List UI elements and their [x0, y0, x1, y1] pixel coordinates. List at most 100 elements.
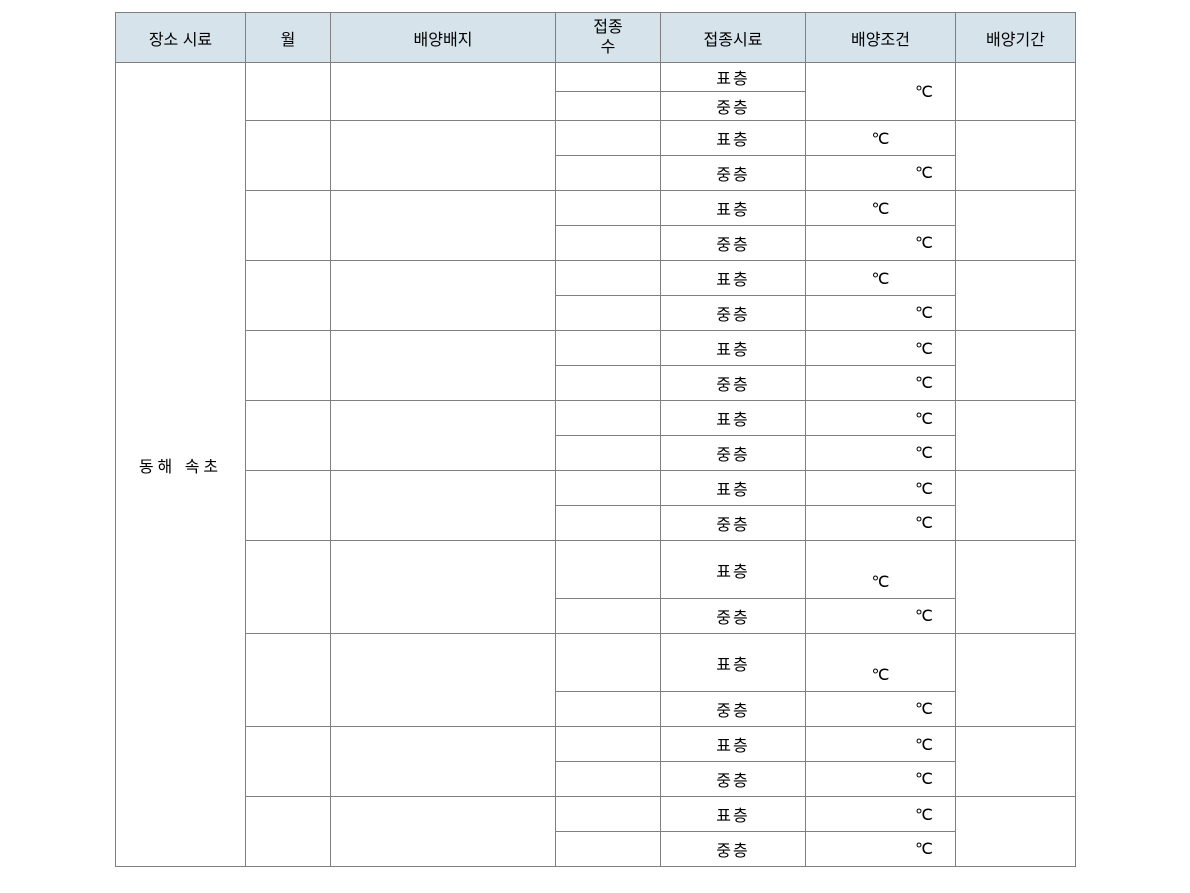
culture-cond-middle: ℃ [806, 599, 956, 634]
inoc-count-cell [556, 727, 661, 762]
culture-cond-surface: ℃ [806, 541, 956, 599]
culture-cond-middle: ℃ [806, 436, 956, 471]
table-row: 표층℃ [116, 471, 1076, 506]
table-row: 표층℃ [116, 401, 1076, 436]
inoc-sample-middle: 중층 [661, 762, 806, 797]
header-inoc-count-line2: 수 [601, 39, 616, 56]
inoc-sample-surface: 표층 [661, 541, 806, 599]
month-cell [246, 797, 331, 867]
table-row: 표층℃ [116, 541, 1076, 599]
inoc-sample-middle: 중층 [661, 692, 806, 727]
month-cell [246, 727, 331, 797]
inoc-count-cell [556, 191, 661, 226]
table-body: 동해 속초표층℃중층표층℃중층℃표층℃중층℃표층℃중층℃표층℃중층℃표층℃중층℃… [116, 63, 1076, 867]
place-cell: 동해 속초 [116, 63, 246, 867]
inoc-count-cell [556, 506, 661, 541]
inoc-count-cell [556, 92, 661, 121]
culture-conditions-table: 장소 시료 월 배양배지 접종 수 접종시료 배양조건 배양기간 동해 속초표층… [115, 12, 1076, 867]
inoc-count-cell [556, 156, 661, 191]
culture-cond-surface: ℃ [806, 121, 956, 156]
medium-cell [331, 191, 556, 261]
month-cell [246, 261, 331, 331]
inoc-sample-middle: 중층 [661, 599, 806, 634]
medium-cell [331, 471, 556, 541]
header-inoc-count: 접종 수 [556, 13, 661, 63]
inoc-count-cell [556, 331, 661, 366]
table-row: 표층℃ [116, 261, 1076, 296]
inoc-count-cell [556, 832, 661, 867]
culture-period-cell [956, 541, 1076, 634]
inoc-count-cell [556, 692, 661, 727]
month-cell [246, 634, 331, 727]
culture-period-cell [956, 63, 1076, 121]
culture-cond-surface: ℃ [806, 797, 956, 832]
table-row: 표층℃ [116, 331, 1076, 366]
header-culture-period: 배양기간 [956, 13, 1076, 63]
culture-period-cell [956, 331, 1076, 401]
inoc-sample-middle: 중층 [661, 366, 806, 401]
medium-cell [331, 541, 556, 634]
inoc-sample-surface: 표층 [661, 634, 806, 692]
header-place: 장소 시료 [116, 13, 246, 63]
culture-cond-middle: ℃ [806, 506, 956, 541]
table-row: 표층℃ [116, 797, 1076, 832]
culture-period-cell [956, 797, 1076, 867]
culture-cond-middle: ℃ [806, 296, 956, 331]
culture-period-cell [956, 727, 1076, 797]
inoc-count-cell [556, 261, 661, 296]
inoc-count-cell [556, 401, 661, 436]
month-cell [246, 331, 331, 401]
culture-period-cell [956, 634, 1076, 727]
inoc-count-cell [556, 436, 661, 471]
header-medium: 배양배지 [331, 13, 556, 63]
medium-cell [331, 331, 556, 401]
medium-cell [331, 634, 556, 727]
inoc-sample-middle: 중층 [661, 156, 806, 191]
inoc-count-cell [556, 762, 661, 797]
inoc-count-cell [556, 634, 661, 692]
culture-cond-surface: ℃ [806, 261, 956, 296]
medium-cell [331, 797, 556, 867]
culture-cond-middle: ℃ [806, 366, 956, 401]
culture-conditions-table-wrap: 장소 시료 월 배양배지 접종 수 접종시료 배양조건 배양기간 동해 속초표층… [115, 12, 1075, 867]
culture-cond-surface: ℃ [806, 401, 956, 436]
month-cell [246, 191, 331, 261]
table-row: 표층℃ [116, 727, 1076, 762]
header-inoc-count-line1: 접종 [593, 19, 622, 36]
header-month: 월 [246, 13, 331, 63]
inoc-count-cell [556, 599, 661, 634]
inoc-count-cell [556, 121, 661, 156]
culture-period-cell [956, 471, 1076, 541]
culture-cond-surface: ℃ [806, 727, 956, 762]
medium-cell [331, 121, 556, 191]
inoc-sample-middle: 중층 [661, 226, 806, 261]
inoc-count-cell [556, 63, 661, 92]
culture-cond-surface: ℃ [806, 471, 956, 506]
month-cell [246, 63, 331, 121]
inoc-count-cell [556, 296, 661, 331]
inoc-sample-middle: 중층 [661, 296, 806, 331]
header-culture-cond: 배양조건 [806, 13, 956, 63]
inoc-sample-surface: 표층 [661, 331, 806, 366]
table-row: 표층℃ [116, 191, 1076, 226]
medium-cell [331, 261, 556, 331]
culture-cond-middle: ℃ [806, 156, 956, 191]
inoc-sample-surface: 표층 [661, 261, 806, 296]
month-cell [246, 121, 331, 191]
inoc-sample-surface: 표층 [661, 797, 806, 832]
culture-cond-middle: ℃ [806, 692, 956, 727]
inoc-sample-surface: 표층 [661, 727, 806, 762]
inoc-sample-middle: 중층 [661, 92, 806, 121]
inoc-sample-surface: 표층 [661, 121, 806, 156]
culture-period-cell [956, 261, 1076, 331]
culture-cond-surface: ℃ [806, 634, 956, 692]
inoc-sample-middle: 중층 [661, 436, 806, 471]
culture-period-cell [956, 191, 1076, 261]
inoc-count-cell [556, 541, 661, 599]
month-cell [246, 401, 331, 471]
inoc-sample-surface: 표층 [661, 191, 806, 226]
culture-period-cell [956, 401, 1076, 471]
inoc-sample-surface: 표층 [661, 401, 806, 436]
month-cell [246, 541, 331, 634]
inoc-count-cell [556, 797, 661, 832]
